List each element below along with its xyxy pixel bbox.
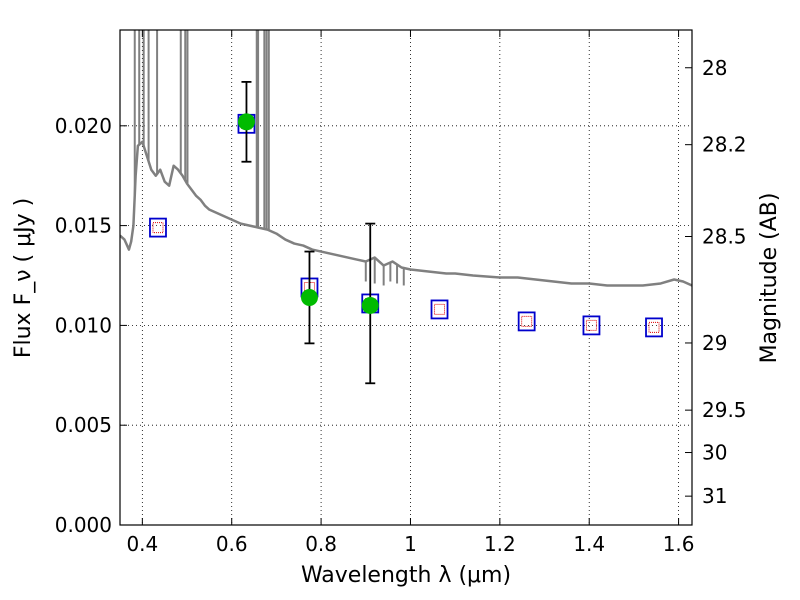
y2-tick-label: 29: [702, 331, 727, 355]
plot-frame: [119, 29, 693, 526]
model-box-marker: [517, 311, 536, 332]
y-axis-label: Flux F_ν ( μJy ): [11, 198, 36, 358]
y2-tick-label: 28.2: [702, 133, 747, 157]
model-inner-marker: [152, 222, 164, 234]
x-tick-label: 1.4: [573, 532, 605, 556]
observed-point: [300, 288, 318, 306]
observed-photometry: [237, 80, 379, 385]
observed-point: [237, 113, 255, 131]
model-box-marker: [430, 299, 449, 320]
y2-tick-label: 30: [702, 441, 727, 465]
template-line: [120, 140, 692, 287]
x-tick-label: 0.8: [305, 532, 337, 556]
y2-tick-label: 31: [702, 484, 727, 508]
model-box-marker: [582, 315, 601, 336]
model-inner-marker: [434, 303, 446, 315]
model-inner-marker: [648, 321, 660, 333]
y2-tick-label: 28: [702, 56, 727, 80]
y-tick-label: 0.005: [55, 413, 112, 437]
y-tick-label: 0.015: [55, 214, 112, 238]
x-tick-label: 1.2: [484, 532, 516, 556]
template-spectrum: [120, 30, 692, 287]
model-inner-marker: [521, 315, 533, 327]
y2-tick-label: 29.5: [702, 398, 747, 422]
x-tick-label: 1: [404, 532, 417, 556]
x-axis-label: Wavelength λ (μm): [301, 563, 511, 588]
model-box-marker: [149, 217, 167, 238]
x-tick-label: 0.6: [216, 532, 248, 556]
model-inner-marker: [585, 319, 597, 331]
y-tick-label: 0.010: [55, 313, 112, 337]
y2-tick-label: 28.5: [702, 224, 747, 248]
y2-axis-label: Magnitude (AB): [757, 193, 782, 364]
y-tick-label: 0.020: [55, 114, 112, 138]
model-box-marker: [645, 317, 663, 338]
x-tick-label: 1.6: [663, 532, 695, 556]
observed-point: [361, 296, 379, 314]
axis-ticks: 0.4 0.6 0.8 1 1.2 1.4 1.6 0.000 0.005 0.010 0.015 0…: [55, 30, 747, 556]
y-tick-label: 0.000: [55, 513, 112, 537]
x-tick-label: 0.4: [126, 532, 158, 556]
